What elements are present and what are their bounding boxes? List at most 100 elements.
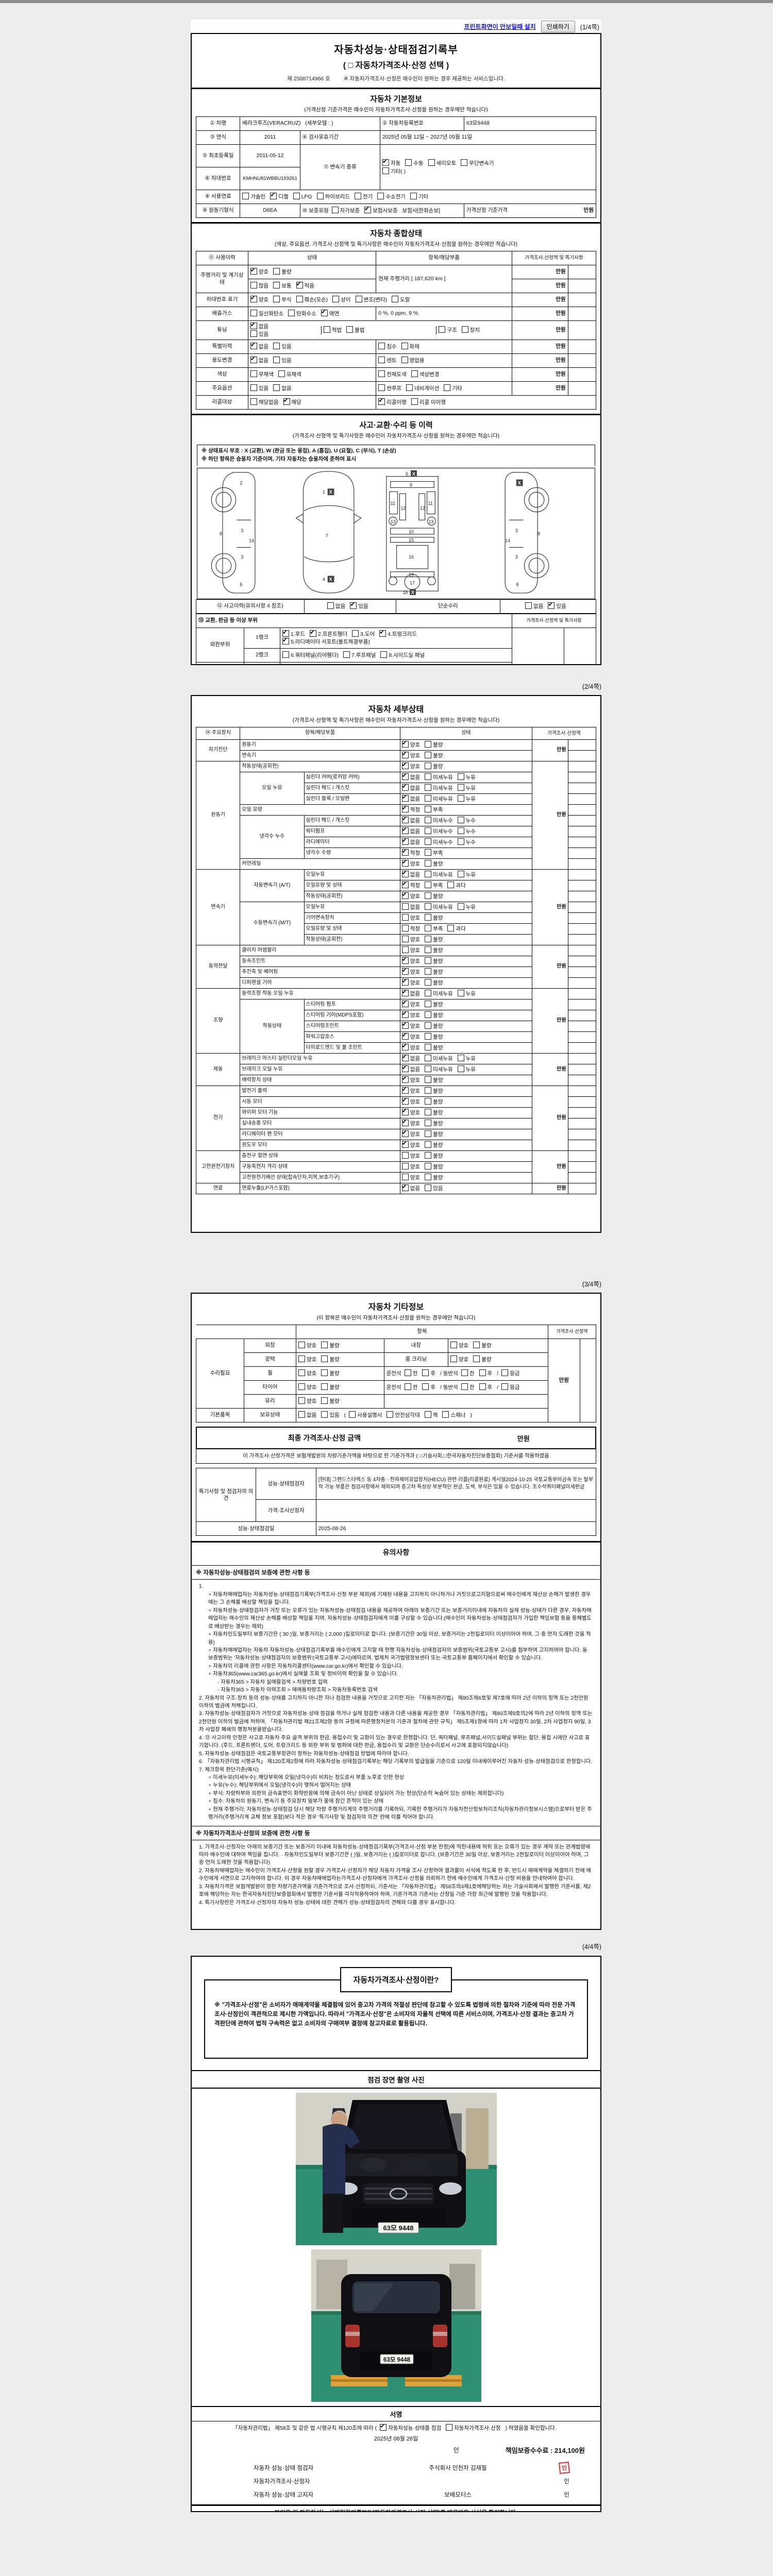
checkbox-option[interactable]: 양호	[401, 1076, 420, 1083]
checkbox-option[interactable]: 없음	[401, 870, 420, 878]
checkbox-option[interactable]: 불량	[321, 1383, 340, 1391]
checkbox[interactable]	[401, 1163, 409, 1170]
checkbox[interactable]	[298, 1397, 305, 1404]
checkbox-option[interactable]: 불량	[425, 1001, 443, 1008]
checkbox-option[interactable]: 미세누유	[425, 1065, 453, 1073]
checkbox-option[interactable]: 수동	[405, 159, 424, 166]
checkbox-option[interactable]: 양호	[450, 1342, 468, 1349]
checkbox-option[interactable]: 미세누유	[425, 903, 453, 910]
checkbox[interactable]	[425, 1130, 432, 1138]
checkbox-option[interactable]: 불량	[425, 936, 443, 943]
checkbox[interactable]	[401, 1174, 409, 1181]
checkbox[interactable]	[346, 326, 354, 333]
checkbox-option[interactable]: 세미오토	[428, 159, 456, 166]
checkbox-option[interactable]: 양호	[250, 266, 268, 275]
checkbox-option[interactable]: 양호	[401, 1000, 420, 1008]
checkbox-option[interactable]: 있음	[273, 357, 292, 364]
checkbox[interactable]	[401, 1032, 409, 1040]
checkbox[interactable]	[406, 384, 413, 392]
checkbox[interactable]	[425, 752, 432, 759]
checkbox-option[interactable]: 누유	[457, 903, 476, 910]
checkbox-option[interactable]: 색상변경	[411, 370, 439, 378]
checkbox-option[interactable]: 누유	[457, 795, 476, 802]
checkbox[interactable]	[250, 330, 257, 337]
checkbox[interactable]	[425, 741, 432, 748]
checkbox[interactable]	[525, 602, 532, 609]
checkbox-option[interactable]: 수소전기	[377, 193, 406, 200]
checkbox-option[interactable]: 4.트렁크리드	[379, 629, 417, 637]
checkbox[interactable]	[425, 1022, 432, 1029]
checkbox-option[interactable]: 렌트	[378, 357, 397, 364]
checkbox[interactable]	[278, 370, 285, 378]
checkbox[interactable]	[411, 370, 418, 378]
checkbox-option[interactable]: 전	[461, 1383, 475, 1391]
checkbox[interactable]	[250, 310, 257, 317]
checkbox[interactable]	[379, 629, 386, 637]
checkbox[interactable]	[457, 990, 464, 997]
checkbox[interactable]	[425, 882, 432, 889]
checkbox-option[interactable]: 과다	[447, 925, 466, 932]
checkbox[interactable]	[439, 326, 446, 333]
checkbox[interactable]	[425, 1184, 432, 1192]
checkbox-option[interactable]: 누유	[457, 871, 476, 878]
checkbox-option[interactable]: 양호	[401, 1141, 420, 1148]
checkbox[interactable]	[355, 296, 362, 303]
checkbox[interactable]	[298, 1369, 305, 1377]
checkbox-option[interactable]: 있음	[350, 601, 368, 609]
checkbox-option[interactable]: 양호	[401, 762, 420, 770]
checkbox[interactable]	[282, 651, 289, 658]
checkbox[interactable]	[401, 849, 409, 856]
checkbox-option[interactable]: 6.쿼터패널(리어휀다)	[282, 651, 339, 658]
checkbox-option[interactable]: 없음	[401, 1054, 420, 1062]
checkbox[interactable]	[425, 892, 432, 900]
checkbox-option[interactable]: 양호	[450, 1355, 468, 1363]
checkbox[interactable]	[298, 1411, 305, 1418]
checkbox[interactable]	[428, 159, 435, 166]
checkbox[interactable]	[411, 398, 418, 405]
checkbox-option[interactable]: 네비게이션	[406, 384, 439, 392]
checkbox[interactable]	[425, 903, 432, 910]
checkbox-option[interactable]: LPG	[293, 193, 312, 200]
checkbox[interactable]	[401, 903, 409, 910]
checkbox-option[interactable]: 양호	[401, 946, 420, 954]
checkbox-option[interactable]: 누유	[457, 1065, 476, 1073]
checkbox[interactable]	[401, 838, 409, 845]
checkbox[interactable]	[425, 946, 432, 954]
checkbox[interactable]	[425, 838, 432, 845]
checkbox-option[interactable]: 미세누유	[425, 795, 453, 802]
checkbox-option[interactable]: 디젤	[270, 191, 289, 200]
checkbox-option[interactable]: 리콜이행	[378, 397, 407, 405]
checkbox[interactable]	[444, 384, 451, 392]
checkbox-option[interactable]: 불량	[425, 752, 443, 759]
checkbox[interactable]	[401, 925, 409, 932]
checkbox-option[interactable]: 양호	[298, 1383, 316, 1391]
checkbox[interactable]	[378, 357, 385, 364]
checkbox[interactable]	[321, 1369, 328, 1377]
checkbox[interactable]	[457, 1065, 464, 1073]
checkbox[interactable]	[380, 2422, 387, 2431]
checkbox-option[interactable]: 훼손(오손)	[296, 296, 328, 303]
checkbox[interactable]	[425, 806, 432, 813]
checkbox[interactable]	[425, 871, 432, 878]
checkbox[interactable]	[321, 1342, 328, 1349]
checkbox-option[interactable]: 불량	[425, 1087, 443, 1094]
checkbox-option[interactable]: 불량	[425, 1120, 443, 1127]
checkbox[interactable]	[401, 957, 409, 964]
checkbox[interactable]	[442, 1411, 449, 1418]
checkbox-option[interactable]: 부식	[273, 296, 292, 303]
checkbox[interactable]	[401, 1065, 409, 1073]
checkbox[interactable]	[425, 1011, 432, 1019]
checkbox[interactable]	[270, 191, 277, 200]
checkbox[interactable]	[425, 795, 432, 802]
checkbox[interactable]	[316, 193, 324, 200]
checkbox-option[interactable]: 7.루프패널	[343, 651, 376, 658]
checkbox[interactable]	[250, 341, 257, 350]
checkbox[interactable]	[425, 979, 432, 986]
checkbox[interactable]	[425, 1174, 432, 1181]
checkbox[interactable]	[386, 1411, 394, 1418]
checkbox[interactable]	[250, 321, 257, 329]
checkbox-option[interactable]: 불량	[425, 1022, 443, 1029]
checkbox-option[interactable]: 미세누유	[425, 871, 453, 878]
checkbox[interactable]	[461, 326, 468, 333]
checkbox-option[interactable]: 양호	[298, 1397, 316, 1404]
